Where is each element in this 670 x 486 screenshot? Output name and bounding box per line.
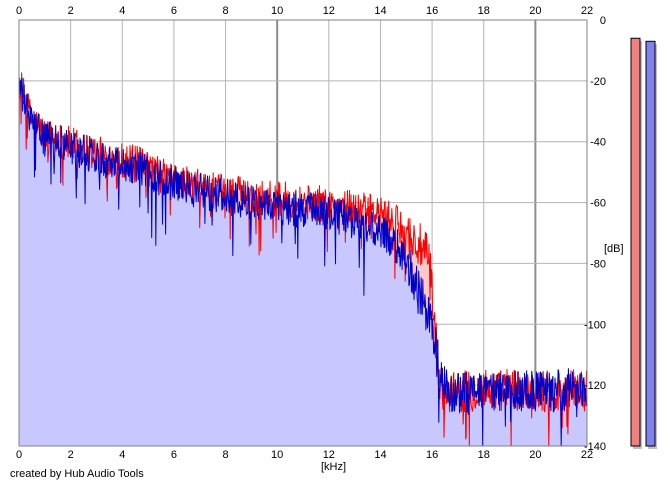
x-tick-label-bottom: 4 bbox=[119, 449, 125, 461]
x-tick-label-top: 2 bbox=[68, 5, 74, 17]
x-tick-label-top: 20 bbox=[529, 5, 541, 17]
x-tick-label-top: 14 bbox=[374, 5, 386, 17]
x-ticks-top: 0 2 4 6 8 10 12 14 16 18 20 22 bbox=[16, 5, 593, 17]
x-tick-label-bottom: 18 bbox=[478, 449, 490, 461]
x-tick-label-top: 18 bbox=[478, 5, 490, 17]
x-tick-label-bottom: 8 bbox=[222, 449, 228, 461]
x-tick-label-top: 22 bbox=[581, 5, 593, 17]
series-line-right bbox=[18, 77, 588, 447]
x-tick-label-top: 8 bbox=[222, 5, 228, 17]
y-axis-unit-label: [dB] bbox=[604, 243, 624, 255]
y-tick-label: -40 bbox=[590, 137, 606, 149]
level-meter-right bbox=[645, 40, 656, 447]
credit-text: created by Hub Audio Tools bbox=[10, 468, 144, 480]
spectrum-fill-right bbox=[19, 77, 587, 447]
plot-frame bbox=[18, 19, 588, 447]
x-tick-label-top: 10 bbox=[271, 5, 283, 17]
x-axis-unit-label: [kHz] bbox=[321, 461, 347, 473]
spectrum-fill bbox=[19, 72, 587, 447]
y-ticks: 0 -20 -40 -60 -80 -100 -120 -140 bbox=[584, 15, 606, 453]
x-tick-label-top: 0 bbox=[16, 5, 22, 17]
plot-border bbox=[18, 19, 588, 447]
x-tick-label-bottom: 22 bbox=[581, 449, 593, 461]
y-tick-label: -20 bbox=[590, 76, 606, 88]
y-tick-label: -120 bbox=[584, 380, 606, 392]
x-tick-label-bottom: 10 bbox=[271, 449, 283, 461]
x-tick-label-top: 4 bbox=[119, 5, 125, 17]
x-tick-label-bottom: 16 bbox=[426, 449, 438, 461]
x-tick-label-bottom: 6 bbox=[171, 449, 177, 461]
x-tick-label-bottom: 14 bbox=[374, 449, 386, 461]
spectrum-series bbox=[18, 72, 588, 447]
y-tick-label: -60 bbox=[590, 198, 606, 210]
y-tick-label: -100 bbox=[584, 319, 606, 331]
level-meters bbox=[630, 37, 657, 450]
x-tick-label-top: 16 bbox=[426, 5, 438, 17]
x-tick-label-top: 12 bbox=[323, 5, 335, 17]
x-tick-label-bottom: 2 bbox=[68, 449, 74, 461]
x-tick-label-bottom: 12 bbox=[323, 449, 335, 461]
y-tick-label: -140 bbox=[584, 441, 606, 453]
x-tick-label-bottom: 20 bbox=[529, 449, 541, 461]
x-ticks-bottom: 0 2 4 6 8 10 12 14 16 18 20 22 bbox=[16, 449, 593, 461]
y-tick-label: -80 bbox=[590, 258, 606, 270]
level-meter-left bbox=[630, 37, 641, 447]
y-tick-label: 0 bbox=[600, 15, 606, 27]
x-tick-label-top: 6 bbox=[171, 5, 177, 17]
x-tick-label-bottom: 0 bbox=[16, 449, 22, 461]
